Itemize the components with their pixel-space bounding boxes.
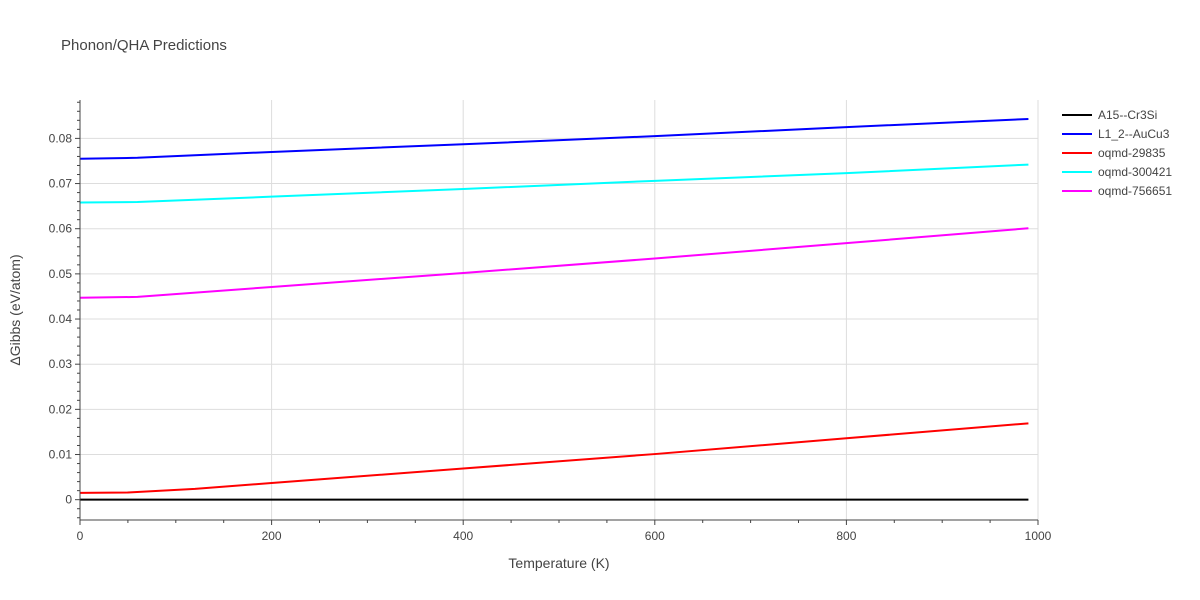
y-tick-label: 0.07 <box>49 177 73 191</box>
x-tick-label: 200 <box>262 529 282 543</box>
series-line-oqmd-29835 <box>79 422 1029 494</box>
grid <box>80 100 1039 520</box>
legend-label: oqmd-29835 <box>1098 146 1166 160</box>
series-line-oqmd-300421 <box>79 163 1029 204</box>
y-tick-label: 0.02 <box>49 402 73 416</box>
legend-label: A15--Cr3Si <box>1098 108 1157 122</box>
y-tick-label: 0.04 <box>49 312 73 326</box>
chart-title: Phonon/QHA Predictions <box>61 37 227 54</box>
y-tick-label: 0.01 <box>49 448 73 462</box>
series-layer <box>79 117 1029 501</box>
x-tick-label: 0 <box>77 529 84 543</box>
legend-item[interactable]: L1_2--AuCu3 <box>1062 127 1170 141</box>
legend-label: oqmd-300421 <box>1098 165 1172 179</box>
axes <box>79 100 1038 521</box>
x-tick-label: 600 <box>645 529 665 543</box>
x-axis-title: Temperature (K) <box>508 555 609 571</box>
x-tick-label: 1000 <box>1025 529 1052 543</box>
x-tick-label: 400 <box>453 529 473 543</box>
y-tick-label: 0.03 <box>49 357 73 371</box>
y-tick-label: 0 <box>65 493 72 507</box>
legend-item[interactable]: oqmd-300421 <box>1062 165 1172 179</box>
y-tick-label: 0.06 <box>49 222 73 236</box>
y-tick-label: 0.08 <box>49 131 73 145</box>
legend-item[interactable]: oqmd-29835 <box>1062 146 1166 160</box>
y-axis-title: ΔGibbs (eV/atom) <box>7 254 23 365</box>
ticks: 0 200 400 600 800 1000 0 0.01 0.02 0.03 0.04 0.05 0.… <box>49 101 1052 543</box>
legend[interactable]: A15--Cr3Si L1_2--AuCu3 oqmd-29835 oqmd-3004… <box>1062 108 1172 198</box>
x-tick-label: 800 <box>836 529 856 543</box>
legend-label: L1_2--AuCu3 <box>1098 127 1170 141</box>
series-line-L1_2--AuCu3 <box>79 117 1029 160</box>
series-line-oqmd-756651 <box>79 227 1029 299</box>
legend-item[interactable]: A15--Cr3Si <box>1062 108 1157 122</box>
legend-label: oqmd-756651 <box>1098 184 1172 198</box>
legend-item[interactable]: oqmd-756651 <box>1062 184 1172 198</box>
y-tick-label: 0.05 <box>49 267 73 281</box>
